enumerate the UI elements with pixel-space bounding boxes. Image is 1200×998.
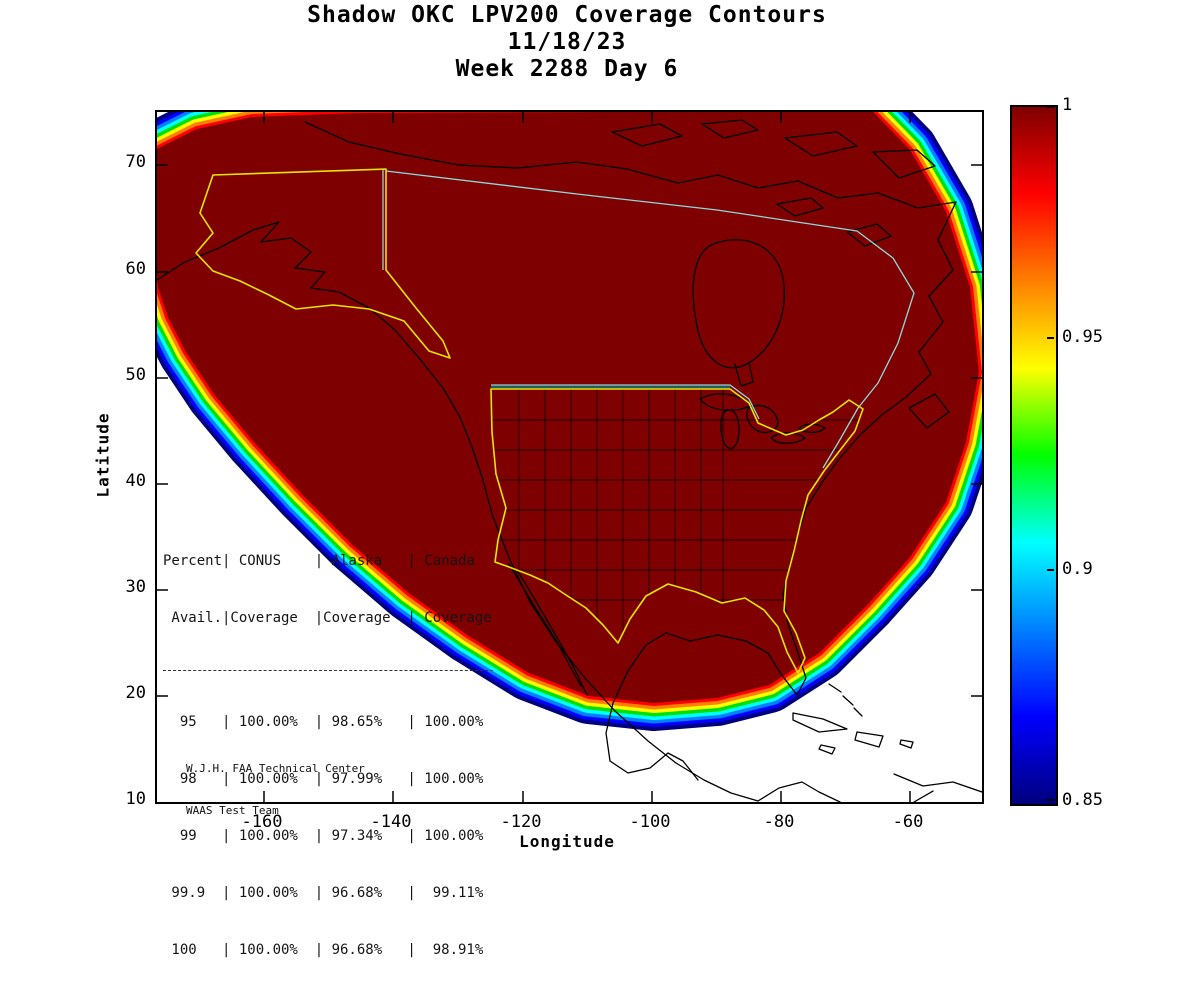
plot-area xyxy=(155,110,984,804)
y-axis-label: Latitude xyxy=(93,412,113,498)
conus-boundary xyxy=(490,388,864,674)
coverage-figure: Shadow OKC LPV200 Coverage Contours 11/1… xyxy=(0,2,1134,958)
x-tick-label-n160: -160 xyxy=(241,812,283,832)
colorbar-tick-mark xyxy=(1047,106,1054,108)
colorbar-tick-mark xyxy=(1047,569,1054,571)
figure-title: Shadow OKC LPV200 Coverage Contours xyxy=(307,2,827,28)
figure-date: 11/18/23 xyxy=(507,29,627,55)
title-block: Shadow OKC LPV200 Coverage Contours 11/1… xyxy=(0,2,1134,83)
axis-tick-marks xyxy=(157,112,982,802)
table-row: 100 | 100.00% | 96.68% | 98.91% xyxy=(163,942,484,958)
coverage-contours xyxy=(157,112,982,731)
y-tick-label-10: 10 xyxy=(125,789,146,809)
y-tick-label-70: 70 xyxy=(125,152,146,172)
colorbar-tick-mark xyxy=(1047,337,1054,339)
x-tick-label-n140: -140 xyxy=(370,812,412,832)
x-tick-label-n60: -60 xyxy=(892,812,924,832)
table-separator xyxy=(163,670,493,671)
colorbar-tick-label-085: 0.85 xyxy=(1062,790,1103,810)
state-boundaries xyxy=(491,389,863,672)
y-tick-label-60: 60 xyxy=(125,259,146,279)
colorbar xyxy=(1010,105,1058,806)
credit-line-2: WAAS Test Team xyxy=(186,804,279,817)
table-header-line: Avail.|Coverage |Coverage | Coverage xyxy=(163,610,492,626)
colorbar-tick-label-09: 0.9 xyxy=(1062,559,1093,579)
service-volume-boundary xyxy=(382,169,915,469)
credit-line-1: W.J.H. FAA Technical Center xyxy=(186,762,365,775)
colorbar-tick-label-1: 1 xyxy=(1062,95,1073,115)
alaska-boundary xyxy=(195,168,451,359)
colorbar-tick-mark xyxy=(1047,799,1054,801)
map-canvas xyxy=(157,112,982,802)
figure-week-day: Week 2288 Day 6 xyxy=(455,56,679,82)
table-row: 98 | 100.00% | 97.99% | 100.00% xyxy=(163,771,484,787)
x-tick-label-n80: -80 xyxy=(763,812,795,832)
x-tick-label-n120: -120 xyxy=(500,812,542,832)
y-tick-label-50: 50 xyxy=(125,365,146,385)
y-tick-label-20: 20 xyxy=(125,683,146,703)
colorbar-tick-label-095: 0.95 xyxy=(1062,327,1103,347)
y-tick-label-40: 40 xyxy=(125,471,146,491)
x-axis-label: Longitude xyxy=(519,832,615,851)
y-tick-label-30: 30 xyxy=(125,577,146,597)
table-row: 99.9 | 100.00% | 96.68% | 99.11% xyxy=(163,885,484,901)
table-row: 99 | 100.00% | 97.34% | 100.00% xyxy=(163,828,484,844)
x-tick-label-n100: -100 xyxy=(629,812,671,832)
credit-text: W.J.H. FAA Technical Center WAAS Test Te… xyxy=(186,734,365,846)
table-row: 95 | 100.00% | 98.65% | 100.00% xyxy=(163,714,484,730)
table-header-line: Percent| CONUS | Alaska | Canada xyxy=(163,553,475,569)
